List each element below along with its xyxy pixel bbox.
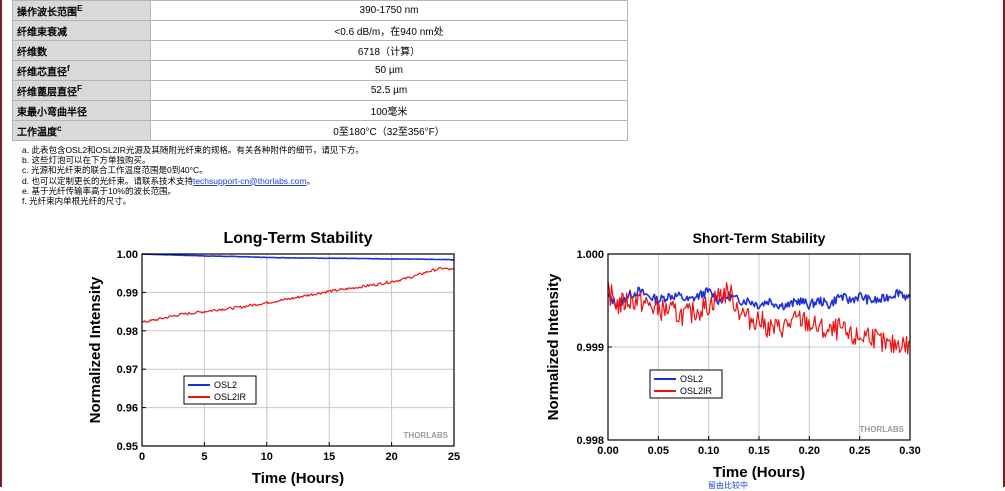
legend-label: OSL2IR [680, 386, 713, 396]
legend-label: OSL2IR [214, 392, 247, 402]
x-tick-label: 5 [201, 451, 207, 463]
spec-row: 工作温度c 0至180°C（32至356°F） [12, 120, 628, 141]
spec-label: 操作波长范围E [12, 0, 151, 21]
y-axis-label: Normalized Intensity [545, 273, 562, 420]
y-tick-label: 1.000 [576, 249, 604, 261]
x-tick-label: 15 [323, 451, 335, 463]
spec-value: 390-1750 nm [150, 0, 628, 21]
legend-box [649, 369, 723, 399]
spec-row: 操作波长范围E 390-1750 nm [12, 0, 628, 21]
short-term-stability-chart: Short-Term Stability 0.00 0.05 0.10 0.15 0.20… [545, 230, 921, 481]
x-axis-label: Time (Hours) [252, 470, 344, 487]
thorlabs-watermark: THORLABS [404, 431, 449, 440]
footnote: d. 也可以定制更长的光纤束。请联系技术支持techsupport-cn@tho… [22, 175, 315, 186]
x-tick-label: 0.05 [648, 445, 669, 457]
spec-label: 纤维束衰减 [12, 20, 151, 41]
series-line-osl2 [142, 253, 455, 261]
y-tick-label: 0.99 [117, 287, 138, 299]
y-tick-label: 0.998 [576, 435, 604, 447]
legend-label: OSL2 [680, 374, 703, 384]
spec-value: 6718（计算） [150, 40, 628, 61]
y-tick-label: 0.95 [117, 441, 138, 453]
x-tick-label: 25 [448, 451, 460, 463]
plot-frame [607, 253, 911, 441]
x-tick-label: 0.20 [799, 445, 820, 457]
spec-row: 纤维芯直径f 50 µm [12, 60, 628, 81]
footnote: b. 这些灯泡可以在下方单独购买。 [22, 155, 151, 166]
y-tick-label: 0.96 [117, 403, 138, 415]
x-tick-label: 20 [385, 451, 397, 463]
page-border-left [0, 0, 2, 487]
spec-row: 束最小弯曲半径 100毫米 [12, 100, 628, 121]
plot-frame [141, 253, 455, 447]
x-tick-label: 0 [139, 451, 145, 463]
chart-title: Short-Term Stability [693, 230, 826, 246]
partial-link-text[interactable]: 留由比较中 [708, 481, 748, 490]
spec-value: 50 µm [150, 60, 628, 81]
y-tick-label: 0.999 [576, 342, 604, 354]
spec-value: 52.5 µm [150, 80, 628, 101]
long-term-stability-chart: Long-Term Stability 0 5 10 15 20 25 0.95 0.96 0.9… [87, 230, 460, 487]
y-tick-label: 0.97 [117, 364, 138, 376]
footnote: a. 此表包含OSL2和OSL2IR光源及其随附光纤束的规格。有关各种附件的细节… [22, 145, 364, 155]
footnote: c. 光源和光纤束的联合工作温度范围是0到40°C。 [22, 165, 208, 176]
footnote: f. 光纤束内单根光纤的尺寸。 [22, 196, 132, 207]
y-tick-label: 0.98 [117, 326, 138, 338]
legend-label: OSL2 [214, 380, 237, 390]
spec-label: 纤维蓖层直径F [12, 80, 151, 101]
x-tick-label: 0.15 [748, 445, 769, 457]
spec-row: 纤维蓖层直径F 52.5 µm [12, 80, 628, 101]
spec-label: 束最小弯曲半径 [12, 100, 151, 121]
spec-label: 工作温度c [12, 120, 151, 141]
x-axis-label: Time (Hours) [713, 464, 805, 481]
x-tick-label: 10 [261, 451, 273, 463]
chart-title: Long-Term Stability [223, 230, 372, 247]
footnote: e. 基于光纤传输率高于10%的波长范围。 [22, 185, 176, 196]
spec-row: 纤维束衰减 <0.6 dB/m，在940 nm处 [12, 20, 628, 41]
spec-value: <0.6 dB/m，在940 nm处 [150, 20, 628, 41]
series-line-osl2ir [607, 282, 911, 355]
x-tick-label: 0.30 [899, 445, 920, 457]
spec-table: 操作波长范围E 390-1750 nm 纤维束衰减 <0.6 dB/m，在940… [12, 0, 628, 141]
spec-label: 纤维数 [12, 40, 151, 61]
x-tick-label: 0.10 [698, 445, 719, 457]
spec-row: 纤维数 6718（计算） [12, 40, 628, 61]
series-line-osl2 [607, 286, 911, 311]
y-axis-label: Normalized Intensity [87, 276, 104, 423]
footnotes: a. 此表包含OSL2和OSL2IR光源及其随附光纤束的规格。有关各种附件的细节… [22, 145, 364, 206]
page-border-right [1003, 0, 1005, 487]
x-tick-label: 0.00 [597, 445, 618, 457]
x-tick-label: 0.25 [849, 445, 870, 457]
legend-box [183, 375, 257, 405]
thorlabs-watermark: THORLABS [860, 425, 905, 434]
series-line-osl2ir [141, 266, 455, 323]
spec-value: 100毫米 [150, 100, 628, 121]
y-tick-label: 1.00 [117, 249, 138, 261]
support-email-link[interactable]: techsupport-cn@thorlabs.com [192, 175, 307, 186]
spec-label: 纤维芯直径f [12, 60, 151, 81]
spec-value: 0至180°C（32至356°F） [150, 120, 628, 141]
